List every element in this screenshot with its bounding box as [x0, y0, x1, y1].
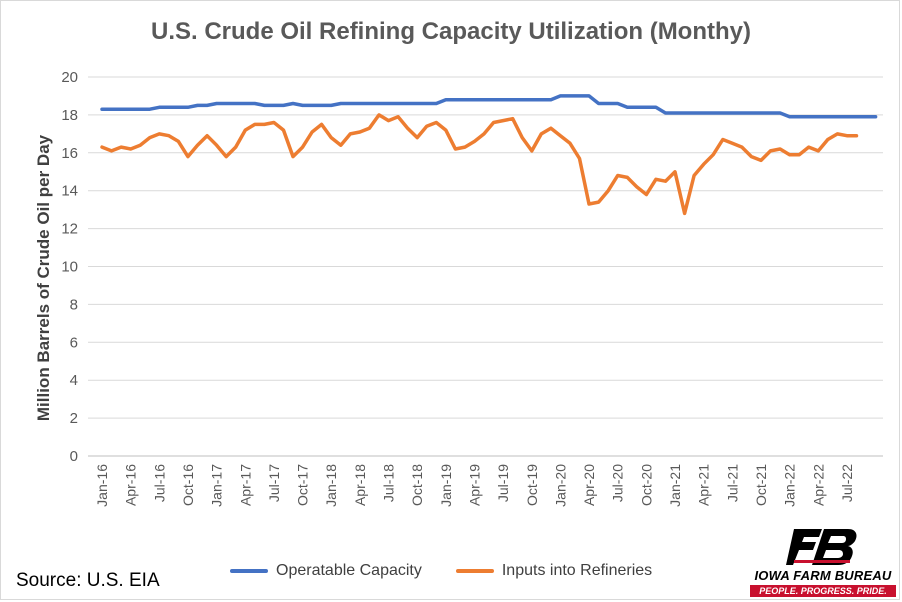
x-tick-label: Apr-19	[466, 464, 482, 506]
chart-legend: Operatable Capacity Inputs into Refineri…	[230, 560, 652, 582]
y-tick-label: 18	[61, 107, 78, 124]
y-tick-label: 0	[70, 448, 78, 465]
x-tick-label: Apr-17	[237, 464, 253, 506]
x-tick-label: Oct-21	[753, 464, 769, 506]
x-tick-label: Jan-19	[438, 464, 454, 507]
legend-swatch-capacity	[230, 569, 268, 573]
x-tick-label: Apr-18	[352, 464, 368, 506]
y-tick-label: 12	[61, 221, 78, 238]
x-tick-label: Jan-22	[782, 464, 798, 507]
x-tick-label: Oct-16	[180, 464, 196, 506]
source-note: Source: U.S. EIA	[16, 570, 160, 591]
x-tick-label: Oct-20	[638, 464, 654, 506]
x-tick-label: Apr-21	[696, 464, 712, 506]
logo-name: IOWA FARM BUREAU	[754, 568, 892, 583]
x-tick-label: Jan-21	[667, 464, 683, 507]
x-tick-label: Jan-16	[94, 464, 110, 507]
x-tick-label: Oct-19	[524, 464, 540, 506]
x-tick-label: Apr-16	[123, 464, 139, 506]
y-tick-label: 14	[61, 183, 78, 200]
logo-tagline: PEOPLE. PROGRESS. PRIDE.	[750, 585, 896, 597]
fb-logo-mark-icon	[786, 529, 857, 565]
legend-item-capacity: Operatable Capacity	[230, 562, 422, 580]
x-tick-label: Jan-20	[552, 464, 568, 507]
y-tick-label: 10	[61, 259, 78, 276]
x-tick-label: Jul-18	[381, 464, 397, 502]
iowa-farm-bureau-logo: IOWA FARM BUREAU PEOPLE. PROGRESS. PRIDE…	[748, 527, 898, 597]
x-tick-label: Apr-20	[581, 464, 597, 506]
y-tick-label: 20	[61, 69, 78, 86]
legend-swatch-inputs	[455, 569, 494, 573]
x-tick-label: Jul-21	[724, 464, 740, 502]
x-tick-label: Jul-19	[495, 464, 511, 502]
x-tick-label: Jul-20	[610, 464, 626, 502]
x-tick-label: Jul-17	[266, 464, 282, 502]
x-tick-label: Oct-18	[409, 464, 425, 506]
series-line-inputs	[100, 113, 859, 216]
y-tick-label: 2	[70, 410, 78, 427]
x-tick-label: Jul-16	[151, 464, 167, 502]
x-tick-label: Jan-17	[209, 464, 225, 507]
legend-label-inputs: Inputs into Refineries	[501, 562, 653, 579]
y-tick-label: 4	[70, 372, 78, 389]
legend-item-inputs: Inputs into Refineries	[455, 562, 653, 580]
legend-label-capacity: Operatable Capacity	[276, 562, 422, 579]
y-tick-label: 8	[70, 296, 78, 313]
y-tick-label: 6	[70, 334, 78, 351]
x-tick-label: Oct-17	[295, 464, 311, 506]
chart-title: U.S. Crude Oil Refining Capacity Utiliza…	[150, 18, 751, 45]
x-tick-label: Jan-18	[323, 464, 339, 507]
y-tick-label: 16	[61, 145, 78, 162]
x-tick-label: Jul-22	[839, 464, 855, 502]
series-line-capacity	[100, 94, 878, 119]
x-tick-label: Apr-22	[810, 464, 826, 506]
